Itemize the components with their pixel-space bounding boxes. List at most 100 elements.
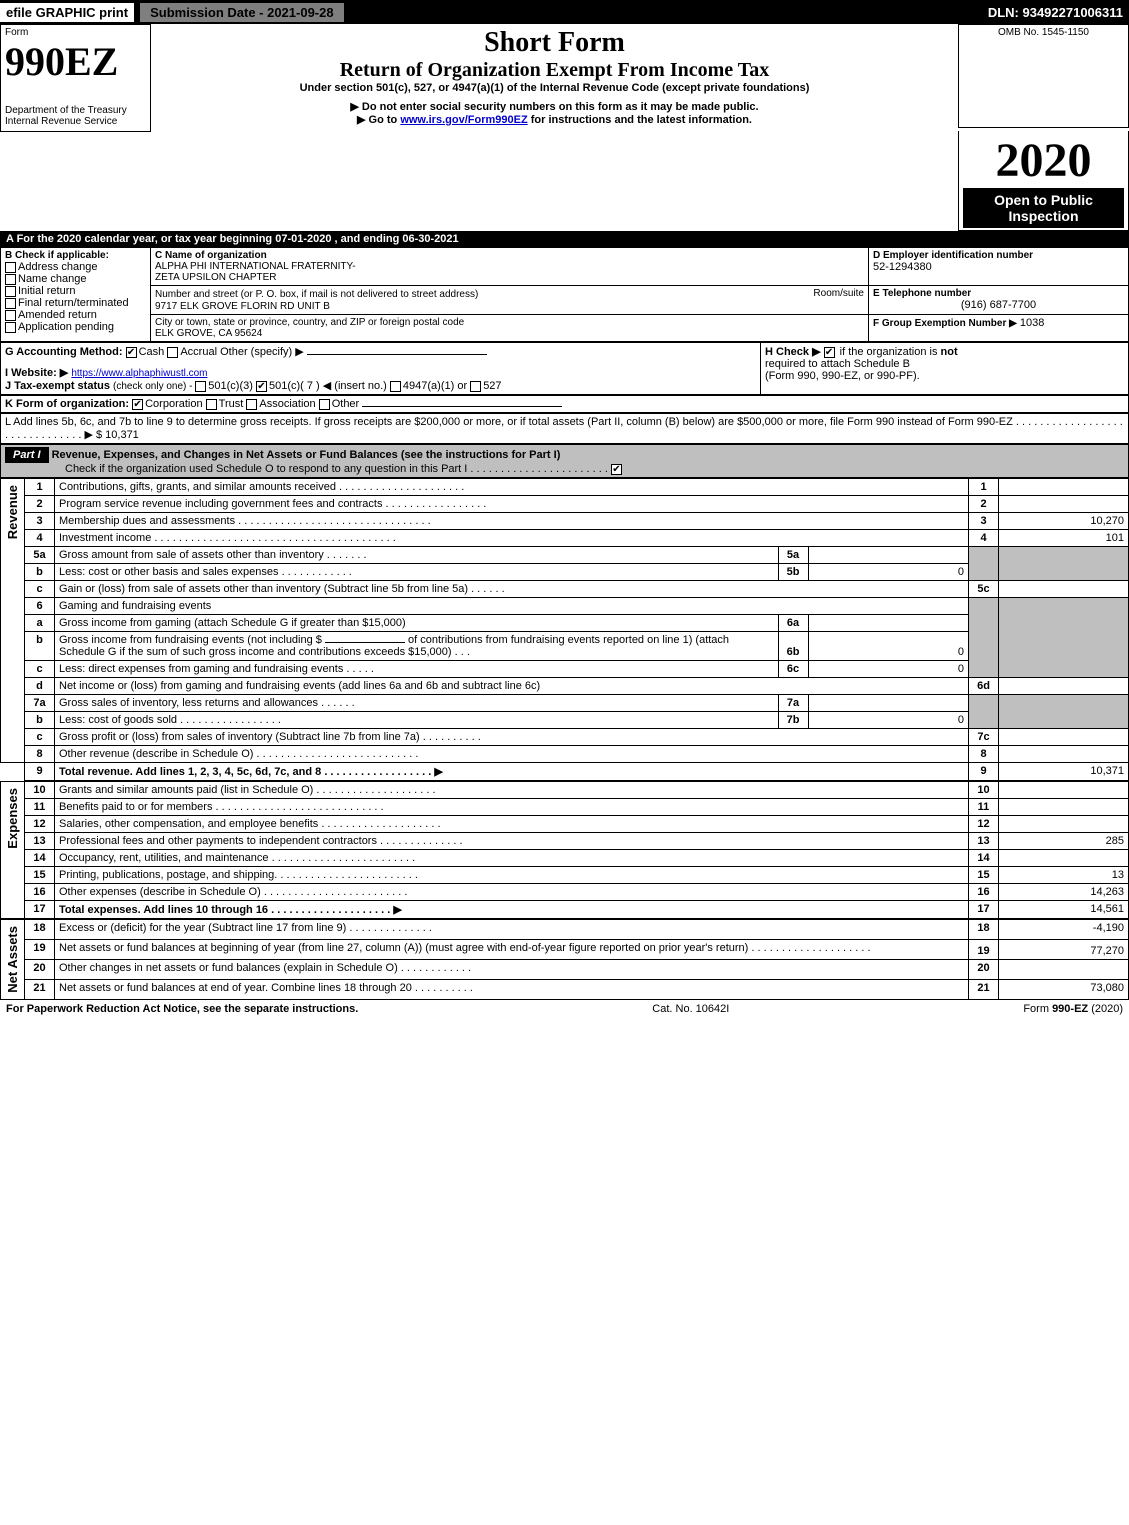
l1-v (999, 479, 1129, 496)
l21-box: 21 (969, 979, 999, 999)
l15-n: 15 (25, 867, 55, 884)
opt-name-change-text: Name change (18, 273, 87, 285)
period-bar: A For the 2020 calendar year, or tax yea… (0, 231, 1129, 247)
l6d-n: d (25, 678, 55, 695)
opt-final-return[interactable]: Final return/terminated (5, 297, 146, 309)
l16-box: 16 (969, 884, 999, 901)
opt-address-change[interactable]: Address change (5, 261, 146, 273)
opt-pending[interactable]: Application pending (5, 321, 146, 333)
opt-amended[interactable]: Amended return (5, 309, 146, 321)
l6b-blank[interactable] (325, 642, 405, 643)
l12-n: 12 (25, 816, 55, 833)
opt-assoc[interactable]: Association (246, 398, 315, 410)
l5b-n: b (25, 564, 55, 581)
other-org-blank[interactable] (362, 406, 562, 407)
l5b-t: Less: cost or other basis and sales expe… (55, 564, 778, 580)
other-method-blank[interactable] (307, 354, 487, 355)
l7b-n: b (25, 712, 55, 729)
netassets-label: Net Assets (5, 922, 20, 997)
l5a-v (808, 547, 968, 563)
l20-box: 20 (969, 959, 999, 979)
omb: OMB No. 1545-1150 (963, 27, 1124, 38)
part1-checkbox[interactable]: ✔ (611, 464, 622, 475)
room-label: Room/suite (813, 288, 864, 299)
box-i-label: I Website: ▶ (5, 367, 68, 379)
title: Return of Organization Exempt From Incom… (155, 59, 954, 82)
h-not: not (941, 346, 958, 358)
l6b-cell: Gross income from fundraising events (no… (55, 632, 778, 660)
l7a-t: Gross sales of inventory, less returns a… (55, 695, 778, 711)
l21-t: Net assets or fund balances at end of ye… (55, 979, 969, 999)
l14-t: Occupancy, rent, utilities, and maintena… (55, 850, 969, 867)
website-link[interactable]: https://www.alphaphiwustl.com (71, 368, 207, 379)
l16-v: 14,263 (999, 884, 1129, 901)
opt-501c[interactable]: ✔501(c)( 7 ) ◀ (insert no.) (256, 380, 387, 392)
l19-v: 77,270 (999, 939, 1129, 959)
gross-receipts: 10,371 (105, 429, 139, 441)
l7b-box: 7b (778, 712, 808, 728)
opt-501c3[interactable]: 501(c)(3) (195, 380, 253, 392)
box-b-label: B Check if applicable: (5, 250, 146, 261)
l13-n: 13 (25, 833, 55, 850)
h-checkbox[interactable]: ✔ (824, 347, 835, 358)
l10-t: Grants and similar amounts paid (list in… (55, 782, 969, 799)
h-line2: required to attach Schedule B (765, 358, 1124, 370)
l17-v: 14,561 (999, 901, 1129, 919)
footer-right-post: (2020) (1088, 1003, 1123, 1015)
opt-other-org[interactable]: Other (319, 398, 360, 410)
l5a-box: 5a (778, 547, 808, 563)
other-method-text: Other (specify) ▶ (220, 346, 304, 358)
box-g-label: G Accounting Method: (5, 346, 123, 358)
accrual-text: Accrual (180, 346, 217, 358)
tax-year: 2020 (963, 133, 1124, 188)
l9-v: 10,371 (999, 763, 1129, 781)
l16-t: Other expenses (describe in Schedule O) … (55, 884, 969, 901)
opt-cash[interactable]: ✔Cash (126, 346, 165, 358)
box-l-text: L Add lines 5b, 6c, and 7b to line 9 to … (5, 416, 1123, 441)
opt-corp[interactable]: ✔Corporation (132, 398, 202, 410)
l-table: L Add lines 5b, 6c, and 7b to line 9 to … (0, 413, 1129, 444)
h-pre: H Check ▶ (765, 346, 824, 358)
l3-t: Membership dues and assessments . . . . … (55, 513, 969, 530)
opt-initial-text: Initial return (18, 285, 75, 297)
l6c-t: Less: direct expenses from gaming and fu… (55, 661, 778, 677)
l11-v (999, 799, 1129, 816)
l9-box: 9 (969, 763, 999, 781)
period-end: 06-30-2021 (402, 233, 458, 245)
l17-box: 17 (969, 901, 999, 919)
opt-4947[interactable]: 4947(a)(1) or (390, 380, 467, 392)
opt-trust[interactable]: Trust (206, 398, 244, 410)
short-form: Short Form (155, 27, 954, 59)
l7a-n: 7a (25, 695, 55, 712)
l20-t: Other changes in net assets or fund bala… (55, 959, 969, 979)
l14-n: 14 (25, 850, 55, 867)
box-j-note: (check only one) - (113, 381, 195, 392)
l13-box: 13 (969, 833, 999, 850)
subtitle: Under section 501(c), 527, or 4947(a)(1)… (155, 82, 954, 94)
l12-t: Salaries, other compensation, and employ… (55, 816, 969, 833)
501c-text: 501(c)( 7 ) ◀ (insert no.) (269, 380, 387, 392)
l3-v: 10,270 (999, 513, 1129, 530)
l16-n: 16 (25, 884, 55, 901)
opt-accrual[interactable]: Accrual (167, 346, 217, 358)
l6a-t: Gross income from gaming (attach Schedul… (55, 615, 778, 631)
l4-n: 4 (25, 530, 55, 547)
irs-link[interactable]: www.irs.gov/Form990EZ (400, 114, 527, 126)
netassets-table: Net Assets 18 Excess or (deficit) for th… (0, 919, 1129, 1000)
opt-name-change[interactable]: Name change (5, 273, 146, 285)
top-bar: efile GRAPHIC print Submission Date - 20… (0, 0, 1129, 24)
l5b-box: 5b (778, 564, 808, 580)
opt-527[interactable]: 527 (470, 380, 501, 392)
revenue-table: Revenue 1 Contributions, gifts, grants, … (0, 478, 1129, 781)
submission-date: Submission Date - 2021-09-28 (138, 1, 346, 24)
l8-v (999, 746, 1129, 763)
l1-box: 1 (969, 479, 999, 496)
l19-n: 19 (25, 939, 55, 959)
phone: (916) 687-7700 (873, 299, 1124, 311)
opt-initial-return[interactable]: Initial return (5, 285, 146, 297)
l7c-n: c (25, 729, 55, 746)
opt-other-method[interactable]: Other (specify) ▶ (220, 346, 304, 358)
cash-text: Cash (139, 346, 165, 358)
gh-table: G Accounting Method: ✔Cash Accrual Other… (0, 342, 1129, 395)
l17-t: Total expenses. Add lines 10 through 16 … (55, 901, 969, 919)
